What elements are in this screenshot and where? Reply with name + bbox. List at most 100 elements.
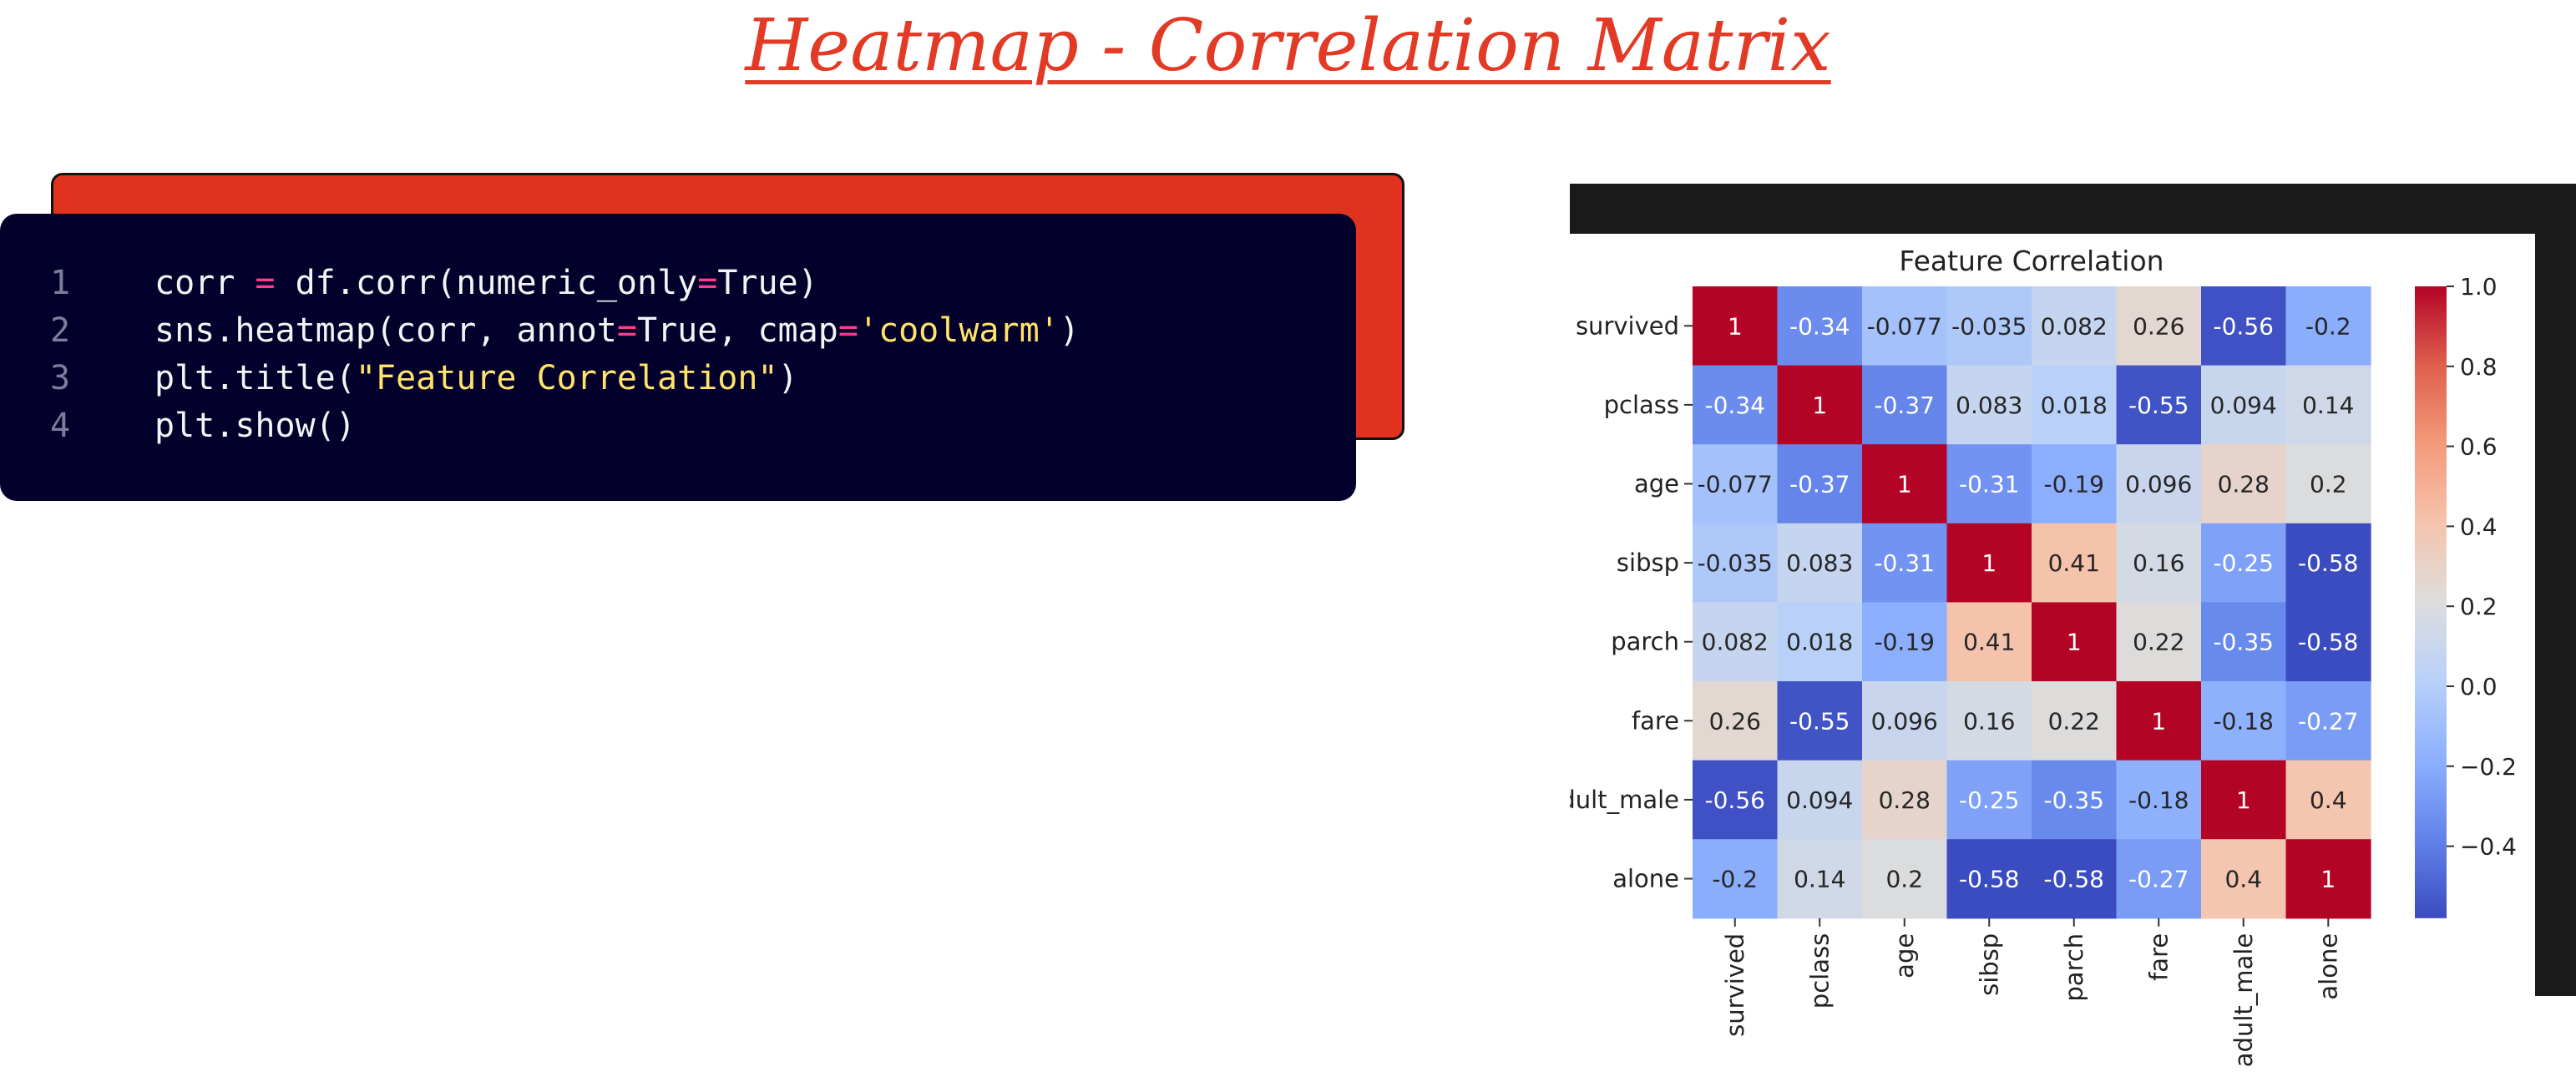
cell-annotation: -0.2 xyxy=(1712,866,1758,893)
line-number: 2 xyxy=(50,311,71,350)
cell-annotation: -0.19 xyxy=(1875,629,1935,656)
cell-annotation: 0.082 xyxy=(2041,312,2108,340)
code-token: True, cmap xyxy=(636,311,838,350)
code-token: ) xyxy=(777,359,798,397)
cell-annotation: 0.018 xyxy=(1786,629,1853,656)
cell-annotation: 0.16 xyxy=(1963,707,2015,735)
heatmap-cell xyxy=(2201,365,2287,445)
colorbar-tick-label: 0.6 xyxy=(2460,433,2498,461)
heatmap-cell xyxy=(1693,444,1779,524)
heatmap-cell xyxy=(1777,839,1863,919)
line-number: 1 xyxy=(50,264,71,302)
cell-annotation: 0.22 xyxy=(2048,707,2100,735)
heatmap-cell xyxy=(2116,523,2202,603)
heatmap-cell xyxy=(1693,681,1779,761)
heatmap-cell xyxy=(1946,681,2032,761)
heatmap-cell xyxy=(2116,681,2202,761)
heatmap-cell xyxy=(1862,286,1948,367)
y-tick-label: pclass xyxy=(1604,391,1679,419)
y-tick-label: sibsp xyxy=(1617,549,1679,577)
heatmap-cell xyxy=(2285,444,2371,524)
cell-annotation: 0.083 xyxy=(1786,549,1853,577)
heatmap-cell xyxy=(2285,365,2371,445)
heatmap-cell xyxy=(2201,681,2287,761)
heatmap-cell xyxy=(1946,602,2032,682)
cell-annotation: -0.56 xyxy=(1705,786,1765,814)
code-token: ) xyxy=(1059,311,1080,350)
heatmap-cell xyxy=(2032,602,2118,682)
x-tick-label: parch xyxy=(2060,933,2088,1002)
cell-annotation: 0.083 xyxy=(1956,392,2022,419)
code-token: = xyxy=(255,264,276,302)
cell-annotation: 0.22 xyxy=(2133,629,2184,656)
code-token: df.corr(numeric_only xyxy=(275,264,698,302)
heatmap-cell xyxy=(2201,523,2287,603)
code-text: sns.heatmap(corr, annot=True, cmap='cool… xyxy=(154,307,1080,355)
cell-annotation: -0.35 xyxy=(2044,786,2104,814)
cell-annotation: 1 xyxy=(2236,786,2251,814)
colorbar-tick-label: 0.4 xyxy=(2460,513,2498,540)
heatmap-cell xyxy=(1693,286,1779,367)
code-token: plt.show() xyxy=(154,407,356,445)
x-tick-label: fare xyxy=(2144,933,2173,981)
cell-annotation: 1 xyxy=(1981,549,1997,577)
x-tick-label: age xyxy=(1890,933,1919,978)
cell-annotation: -0.31 xyxy=(1875,549,1935,577)
heatmap-cell xyxy=(1693,760,1779,840)
heatmap-cell xyxy=(2201,286,2287,367)
heatmap-cell xyxy=(1946,839,2032,919)
cell-annotation: -0.27 xyxy=(2128,866,2189,893)
cell-annotation: -0.58 xyxy=(2298,549,2358,577)
cell-annotation: -0.19 xyxy=(2044,471,2104,498)
code-token: = xyxy=(838,311,858,350)
cell-annotation: -0.56 xyxy=(2214,312,2274,340)
heatmap-cell xyxy=(2116,839,2202,919)
cell-annotation: 0.096 xyxy=(2125,471,2192,498)
cell-annotation: 0.094 xyxy=(1786,786,1853,814)
cell-annotation: 1 xyxy=(1728,312,1743,340)
cell-annotation: 0.14 xyxy=(1794,866,1845,893)
cell-annotation: -0.25 xyxy=(2214,549,2274,577)
cell-annotation: -0.035 xyxy=(1698,549,1773,577)
heatmap-cell xyxy=(1693,365,1779,445)
cell-annotation: -0.35 xyxy=(2214,629,2274,656)
heatmap-cell xyxy=(2285,760,2371,840)
heatmap-cell xyxy=(1946,365,2032,445)
heatmap-cell xyxy=(2032,286,2118,367)
heatmap-cell xyxy=(2032,760,2118,840)
heatmap-cell xyxy=(2032,523,2118,603)
heatmap-cell xyxy=(1946,760,2032,840)
code-token: True) xyxy=(717,264,818,302)
cell-annotation: 0.094 xyxy=(2210,392,2277,419)
heatmap-cell xyxy=(2201,444,2287,524)
cell-annotation: -0.25 xyxy=(1959,786,2019,814)
cell-annotation: -0.34 xyxy=(1789,312,1850,340)
cell-annotation: 0.41 xyxy=(1963,629,2015,656)
heatmap-cell xyxy=(1777,760,1863,840)
cell-annotation: 0.26 xyxy=(1709,707,1761,735)
cell-annotation: -0.37 xyxy=(1875,392,1935,419)
heatmap-cell xyxy=(1862,365,1948,445)
heatmap-cell xyxy=(2032,681,2118,761)
cell-annotation: 1 xyxy=(2067,629,2082,656)
code-token: corr xyxy=(154,264,256,302)
cell-annotation: 0.082 xyxy=(1702,629,1769,656)
heatmap-cell xyxy=(2201,760,2287,840)
cell-annotation: -0.58 xyxy=(2044,866,2104,893)
colorbar-tick-label: 1.0 xyxy=(2460,273,2498,301)
cell-annotation: -0.18 xyxy=(2128,786,2189,814)
y-tick-label: fare xyxy=(1632,706,1679,735)
line-number: 3 xyxy=(50,359,71,397)
cell-annotation: 0.4 xyxy=(2310,786,2347,814)
heatmap-cell xyxy=(1862,523,1948,603)
cell-annotation: -0.55 xyxy=(2128,392,2189,419)
cell-annotation: 1 xyxy=(2320,866,2336,893)
heatmap-cell xyxy=(2201,602,2287,682)
heatmap-cell xyxy=(2116,365,2202,445)
cell-annotation: -0.27 xyxy=(2298,707,2358,735)
x-tick-label: pclass xyxy=(1805,933,1834,1009)
cell-annotation: 0.4 xyxy=(2224,866,2262,893)
cell-annotation: 0.28 xyxy=(1879,786,1931,814)
chart-frame-top xyxy=(1570,184,2576,234)
x-tick-label: adult_male xyxy=(2229,933,2258,1067)
